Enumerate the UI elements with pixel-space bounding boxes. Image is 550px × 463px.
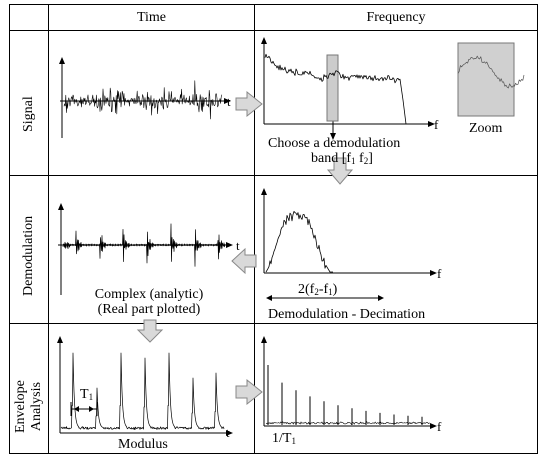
table-grid [9, 4, 538, 454]
subscript: 1 [291, 436, 296, 446]
arrowhead [57, 336, 63, 343]
arrow-to-envelope-down [136, 319, 164, 343]
subscript: 1 [351, 156, 356, 166]
choose-band-label: Choose a demodulation [268, 136, 401, 151]
axis-f-label: f [437, 419, 442, 434]
arrowhead [430, 423, 437, 429]
band-text: ] [368, 151, 373, 166]
signal-time-waveform [63, 80, 223, 120]
envelope-spectrum-noise [265, 421, 430, 425]
bandwidth-text: ) [332, 282, 338, 297]
arrowhead [59, 57, 65, 64]
row-label-envelope-analysis: Envelope Analysis [13, 380, 45, 433]
table-border [9, 4, 538, 454]
inverse-period-text: 1/T [272, 431, 292, 446]
band-text: f [355, 151, 364, 166]
inverse-period-label: 1/T1 [272, 431, 296, 446]
real-part-label: (Real part plotted) [97, 302, 201, 317]
subscript: 2 [314, 287, 319, 297]
axis-t-label: t [227, 94, 231, 109]
axis-f-label: f [437, 266, 442, 281]
bandwidth-label: 2(f2-f1) [298, 282, 337, 297]
subscript: 1 [88, 392, 94, 402]
arrowhead [226, 242, 233, 248]
period-label: T1 [80, 387, 93, 402]
arrowhead [428, 121, 435, 127]
arrowhead [378, 295, 384, 301]
arrowheads [57, 37, 437, 436]
zoom-box [457, 42, 515, 117]
modulus-label: Modulus [118, 437, 168, 452]
arrowhead [74, 406, 79, 412]
row-label-demodulation: Demodulation [21, 215, 36, 296]
axis-f-label: f [434, 117, 439, 132]
arrowhead [261, 37, 267, 44]
demodulation-band [326, 54, 339, 122]
zoom-label: Zoom [469, 121, 503, 136]
arrow-to-demodulation-down [326, 157, 354, 185]
arrowhead [261, 336, 267, 343]
axis-t-label: t [226, 425, 230, 440]
arrowhead [58, 203, 64, 210]
bandwidth-text: -f [318, 282, 329, 297]
arrowhead [261, 188, 267, 195]
row-label-line: Analysis [29, 382, 44, 432]
axis-t-label: t [236, 238, 240, 253]
column-header-frequency: Frequency [366, 10, 426, 25]
demodulation-decimation-label: Demodulation - Decimation [268, 307, 426, 322]
arrow-to-spectrum-right [235, 378, 263, 406]
demodulated-time-waveform [62, 223, 226, 267]
row-label-line: Envelope [13, 380, 28, 433]
demodulated-spectrum [265, 211, 333, 273]
zoom-trace [457, 55, 525, 89]
process-arrows [136, 90, 354, 406]
row-label-signal: Signal [21, 96, 36, 132]
arrowhead [226, 430, 233, 436]
arrow-to-time-left [231, 247, 257, 275]
subscript: 1 [328, 287, 333, 297]
band-range-label: band [f1 f2] [311, 151, 373, 166]
bandwidth-text: 2(f [298, 282, 315, 297]
arrowhead [430, 270, 437, 276]
waveforms [60, 53, 525, 431]
subscript: 2 [363, 156, 369, 166]
period-text: T [80, 387, 89, 402]
arrowhead [266, 295, 272, 301]
column-header-time: Time [136, 10, 167, 25]
band-text: band [f [311, 151, 352, 166]
arrowhead [224, 98, 231, 104]
complex-analytic-label: Complex (analytic) [94, 287, 204, 302]
arrowhead [330, 133, 336, 140]
envelope-time-waveform [60, 352, 225, 431]
arrowhead [89, 406, 94, 412]
arrow-to-frequency-right [235, 90, 263, 118]
signal-spectrum [264, 53, 407, 125]
axes [58, 42, 432, 434]
